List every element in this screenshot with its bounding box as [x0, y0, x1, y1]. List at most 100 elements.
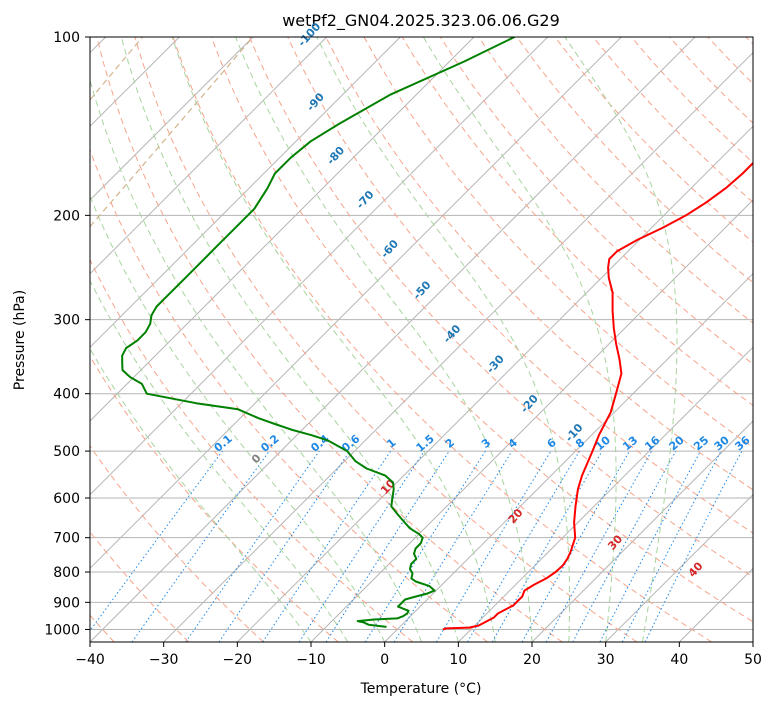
- isotherm-line: [752, 641, 753, 642]
- plot-frame: [89, 36, 754, 643]
- y-tick-label: 300: [53, 313, 80, 329]
- dry-adiabat-line: [90, 258, 414, 642]
- moist-adiabat-label: 0: [249, 451, 264, 466]
- mixing-ratio-line: [364, 450, 486, 642]
- moist-adiabat-line: [90, 78, 422, 642]
- y-tick-label: 500: [53, 444, 80, 460]
- dry-adiabat-line: [745, 37, 753, 45]
- dry-adiabat-line: [707, 37, 753, 85]
- axes: −40 −30 −20 −10 0 10 20 30 40 5010020030040050060…: [44, 30, 762, 668]
- mixing-ratio-label: 2: [443, 436, 457, 451]
- isotherm-line: [163, 51, 753, 642]
- mixing-ratio-label: 6: [545, 436, 559, 451]
- moist-adiabat-line: [171, 37, 496, 642]
- x-tick-label: 20: [523, 652, 541, 668]
- moist-adiabat-line: [90, 195, 386, 642]
- moist-adiabat-line: [422, 37, 617, 642]
- isotherm-line: [90, 37, 328, 275]
- y-tick-label: 600: [53, 491, 80, 507]
- x-tick-label: 10: [449, 652, 467, 668]
- x-tick-label: 50: [744, 652, 762, 668]
- mixing-ratio-line: [435, 450, 552, 642]
- mixing-ratio-label: 20: [667, 433, 687, 453]
- dry-adiabat-label: -40: [441, 322, 464, 346]
- mixing-ratio-line: [545, 450, 653, 642]
- dry-adiabat-line: [90, 445, 264, 642]
- mixing-ratio-line: [298, 450, 425, 642]
- dry-adiabat-label: -20: [518, 392, 541, 416]
- y-tick-label: 400: [53, 387, 80, 403]
- temperature-profile-line: [442, 161, 753, 631]
- dry-adiabat-line: [96, 37, 563, 642]
- dry-adiabat-label: -50: [411, 278, 434, 302]
- mixing-ratio-line: [325, 450, 450, 642]
- mixing-ratio-label: 16: [642, 433, 662, 453]
- mixing-ratio-line: [393, 450, 513, 642]
- moist-adiabat-label: 40: [686, 559, 706, 579]
- y-tick-label: 100: [53, 30, 80, 46]
- x-tick-label: 0: [380, 652, 389, 668]
- y-tick-label: 1000: [44, 622, 80, 638]
- y-tick-label: 200: [53, 208, 80, 224]
- x-tick-label: 40: [670, 652, 688, 668]
- mixing-ratio-line: [644, 450, 743, 642]
- dry-adiabat-line: [516, 37, 753, 284]
- dry-adiabat-label: -90: [304, 90, 327, 114]
- moist-adiabat-line: [235, 37, 533, 642]
- mixing-ratio-label: 36: [733, 433, 753, 453]
- dry-adiabat-line: [592, 37, 753, 203]
- y-axis-label: Pressure (hPa): [12, 290, 28, 390]
- isotherm-line: [90, 37, 696, 642]
- dry-adiabat-label: -60: [378, 237, 401, 261]
- mixing-ratio-label: 30: [712, 433, 732, 453]
- mixing-ratio-line: [185, 450, 320, 642]
- isotherm-line: [678, 567, 753, 642]
- dry-adiabat-line: [90, 148, 488, 642]
- x-tick-label: −20: [223, 652, 253, 668]
- dry-adiabat-label: -80: [324, 144, 347, 168]
- isotherm-line: [457, 346, 753, 642]
- y-tick-label: 800: [53, 565, 80, 581]
- dry-adiabat-line: [90, 355, 339, 642]
- dry-adiabat-line: [90, 531, 190, 642]
- dry-adiabat-line: [669, 37, 753, 124]
- isotherm-line: [236, 125, 753, 642]
- x-tick-label: −30: [149, 652, 179, 668]
- moist-adiabat-line: [316, 37, 571, 642]
- mixing-ratio-label: 3: [479, 436, 493, 451]
- dry-adiabat-line: [249, 37, 753, 578]
- x-tick-label: −10: [296, 652, 326, 668]
- isotherm-line: [90, 37, 622, 570]
- chart-title: wetPf2_GN04.2025.323.06.06.G29: [282, 11, 560, 31]
- background-lines: [90, 37, 753, 642]
- profile-lines: [121, 37, 753, 631]
- isotherm-line: [605, 493, 753, 642]
- isotherm-line: [90, 37, 254, 201]
- dry-adiabat-line: [325, 37, 753, 491]
- moist-adiabat-label: 30: [605, 532, 625, 552]
- dewpoint-profile-line: [121, 37, 515, 628]
- dry-adiabat-line: [478, 37, 753, 324]
- mixing-ratio-label: 1: [384, 436, 398, 451]
- isotherm-line: [384, 272, 753, 642]
- dry-adiabat-line: [554, 37, 753, 243]
- dry-adiabat-line: [172, 37, 712, 642]
- dry-adiabat-line: [134, 37, 638, 642]
- moist-adiabat-line: [90, 347, 312, 642]
- mixing-ratio-line: [218, 450, 351, 642]
- mixing-ratio-line: [262, 450, 392, 642]
- mixing-ratio-label: 25: [691, 434, 711, 454]
- moist-adiabat-line: [120, 37, 459, 642]
- mixing-ratio-line: [90, 450, 223, 632]
- isotherm-line: [531, 420, 753, 642]
- x-tick-label: 30: [597, 652, 615, 668]
- x-tick-label: −40: [75, 652, 105, 668]
- isotherm-line: [90, 37, 549, 496]
- reference-curve: [90, 37, 254, 228]
- dry-adiabat-line: [210, 37, 753, 623]
- mixing-ratio-line: [467, 450, 580, 642]
- moist-adiabat-label: 10: [378, 477, 398, 497]
- mixing-ratio-line: [572, 450, 677, 642]
- mixing-ratio-label: 4: [506, 436, 520, 451]
